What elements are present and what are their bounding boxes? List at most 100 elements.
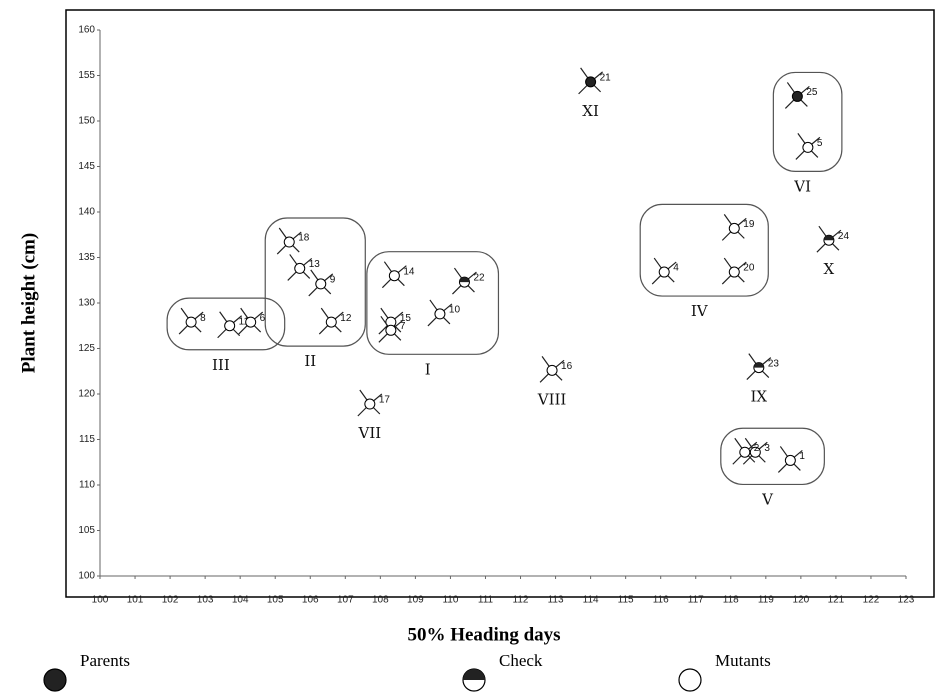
cluster-label: XI <box>582 102 599 120</box>
marker <box>225 321 235 331</box>
point-label: 3 <box>764 443 770 454</box>
y-tick-label: 160 <box>78 25 95 36</box>
cluster-label: IX <box>751 388 768 406</box>
point-label: 16 <box>561 361 573 372</box>
point-label: 24 <box>838 231 850 242</box>
cluster-label: II <box>304 352 316 370</box>
marker <box>803 142 813 152</box>
marker <box>326 317 336 327</box>
cluster-label: V <box>761 490 774 508</box>
x-tick-label: 114 <box>583 595 599 606</box>
marker <box>295 263 305 273</box>
y-tick-label: 130 <box>78 298 95 309</box>
cluster-outline <box>265 218 365 346</box>
y-tick-label: 135 <box>78 252 95 263</box>
point-label: 14 <box>403 266 415 277</box>
y-tick-label: 140 <box>78 207 95 218</box>
cluster-label: VI <box>793 177 811 195</box>
marker <box>44 669 66 691</box>
x-tick-label: 118 <box>723 595 739 606</box>
x-tick-label: 117 <box>688 595 704 606</box>
x-tick-label: 112 <box>513 595 529 606</box>
marker <box>785 455 795 465</box>
x-tick-label: 110 <box>442 595 458 606</box>
point-label: 22 <box>473 273 485 284</box>
y-tick-label: 155 <box>78 70 95 81</box>
marker <box>792 91 802 101</box>
cluster-label: VII <box>357 424 381 442</box>
marker <box>729 223 739 233</box>
x-tick-label: 120 <box>793 595 810 606</box>
marker <box>740 447 750 457</box>
x-tick-label: 115 <box>618 595 634 606</box>
point-label: 10 <box>449 305 461 316</box>
point-label: 2 <box>754 443 760 454</box>
marker <box>435 309 445 319</box>
x-tick-label: 100 <box>92 595 109 606</box>
plot-frame <box>66 10 934 597</box>
x-tick-label: 101 <box>127 595 144 606</box>
marker <box>186 317 196 327</box>
marker <box>679 669 701 691</box>
marker <box>284 237 294 247</box>
y-axis-title: Plant height (cm) <box>18 233 39 373</box>
x-tick-label: 109 <box>407 595 424 606</box>
point-label: 7 <box>400 321 406 332</box>
point-label: 9 <box>330 275 336 286</box>
point-label: 13 <box>309 259 321 270</box>
y-tick-label: 105 <box>78 525 95 536</box>
marker <box>547 365 557 375</box>
y-tick-label: 125 <box>78 343 95 354</box>
point-label: 23 <box>768 358 780 369</box>
x-tick-label: 103 <box>197 595 214 606</box>
point-label: 21 <box>600 73 612 84</box>
x-tick-label: 104 <box>232 595 249 606</box>
marker <box>246 317 256 327</box>
point-label: 18 <box>298 233 310 244</box>
point-label: 4 <box>673 263 679 274</box>
marker <box>729 267 739 277</box>
marker <box>586 77 596 87</box>
chart: 50% Heading days Plant height (cm) 100 10… <box>0 0 941 692</box>
y-tick-label: 120 <box>78 389 95 400</box>
y-tick-label: 150 <box>78 116 95 127</box>
point-label: 8 <box>200 313 206 324</box>
legend-label: Parents <box>80 651 130 670</box>
x-tick-label: 123 <box>898 595 915 606</box>
y-tick-label: 110 <box>79 480 95 491</box>
legend-label: Mutants <box>715 651 771 670</box>
x-tick-label: 119 <box>758 595 774 606</box>
marker <box>659 267 669 277</box>
cluster-outline <box>721 428 825 484</box>
point-label: 5 <box>817 138 823 149</box>
x-tick-label: 113 <box>548 595 564 606</box>
cluster-label: VIII <box>537 390 567 408</box>
x-tick-label: 122 <box>863 595 880 606</box>
point-label: 6 <box>260 313 266 324</box>
x-tick-label: 121 <box>828 595 845 606</box>
x-tick-label: 102 <box>162 595 179 606</box>
x-tick-label: 105 <box>267 595 284 606</box>
cluster-label: X <box>824 260 835 278</box>
marker <box>365 399 375 409</box>
y-tick-label: 115 <box>79 434 95 445</box>
x-tick-label: 107 <box>337 595 354 606</box>
point-label: 25 <box>806 87 818 98</box>
y-tick-label: 145 <box>78 161 95 172</box>
x-tick-label: 116 <box>653 595 669 606</box>
marker-half <box>463 669 485 680</box>
legend-label: Check <box>499 651 543 670</box>
x-tick-label: 106 <box>302 595 319 606</box>
point-label: 12 <box>340 313 352 324</box>
x-tick-label: 108 <box>372 595 389 606</box>
marker <box>316 279 326 289</box>
point-label: 20 <box>743 263 755 274</box>
cluster-label: I <box>425 360 431 378</box>
marker <box>389 271 399 281</box>
y-tick-label: 100 <box>78 571 95 582</box>
cluster-label: III <box>212 356 230 374</box>
x-axis-title: 50% Heading days <box>407 624 560 645</box>
point-label: 17 <box>379 395 391 406</box>
x-tick-label: 111 <box>478 595 494 606</box>
point-label: 19 <box>743 219 755 230</box>
